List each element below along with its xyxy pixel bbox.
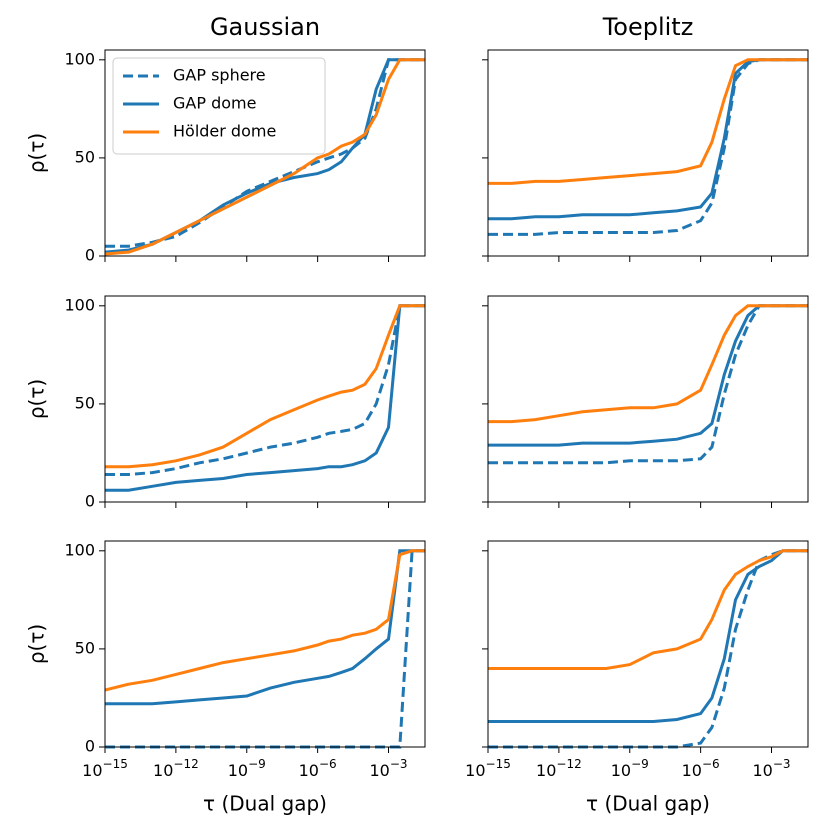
series-line <box>488 58 808 236</box>
panel <box>482 295 809 508</box>
x-tick-label: 10−12 <box>153 757 199 780</box>
series-line <box>488 58 808 221</box>
panel: 0 50 100 ρ(τ) <box>25 295 426 511</box>
panel-title: Gaussian <box>210 13 320 41</box>
panel: 0 50 100 10−15 10−12 10−9 10−6 10−3 ρ(τ) τ (Dual … <box>25 540 426 816</box>
y-tick-label: 0 <box>85 246 95 265</box>
x-axis-label: τ (Dual gap) <box>586 792 710 816</box>
series-line <box>105 304 425 469</box>
x-tick-label: 10−6 <box>682 757 720 780</box>
panel-title: Toeplitz <box>602 13 694 41</box>
x-tick-label: 10−3 <box>369 757 407 780</box>
y-axis-label: ρ(τ) <box>25 379 49 419</box>
y-tick-label: 100 <box>64 49 95 68</box>
y-tick-label: 50 <box>75 638 95 657</box>
legend-label: Hölder dome <box>173 122 276 141</box>
panel: Toeplitz <box>482 13 809 262</box>
axes-frame <box>104 49 426 257</box>
series-line <box>488 549 808 723</box>
series-line <box>105 549 425 706</box>
legend-label: GAP sphere <box>173 66 266 85</box>
series-line <box>488 304 808 447</box>
series-line <box>488 549 808 670</box>
series-line <box>488 304 808 424</box>
y-tick-label: 0 <box>85 492 95 511</box>
x-tick-label: 10−9 <box>228 757 266 780</box>
x-tick-label: 10−15 <box>82 757 128 780</box>
series-line <box>105 304 425 492</box>
panel: 10−15 10−12 10−9 10−6 10−3 τ (Dual gap) <box>465 540 809 816</box>
series-line <box>488 58 808 185</box>
y-tick-label: 100 <box>64 295 95 314</box>
y-tick-label: 50 <box>75 147 95 166</box>
axes-frame <box>487 49 809 257</box>
series-line <box>105 549 425 692</box>
x-tick-label: 10−12 <box>536 757 582 780</box>
legend-label: GAP dome <box>173 94 256 113</box>
axes-frame <box>104 540 426 748</box>
x-axis-label: τ (Dual gap) <box>203 792 327 816</box>
y-tick-label: 100 <box>64 540 95 559</box>
x-tick-label: 10−6 <box>299 757 337 780</box>
legend-box <box>112 57 326 155</box>
y-axis-label: ρ(τ) <box>25 624 49 664</box>
axes-frame <box>487 295 809 503</box>
x-tick-label: 10−9 <box>611 757 649 780</box>
x-tick-label: 10−3 <box>752 757 790 780</box>
axes-frame <box>104 295 426 503</box>
series-line <box>488 304 808 465</box>
y-tick-label: 50 <box>75 393 95 412</box>
y-axis-label: ρ(τ) <box>25 133 49 173</box>
panel: 0 50 100 Gaussian ρ(τ) GAP sphere GAP dome Höld… <box>25 13 426 265</box>
x-tick-label: 10−15 <box>465 757 511 780</box>
series-line <box>105 304 425 476</box>
series-line <box>105 58 425 256</box>
axes-frame <box>487 540 809 748</box>
series-line <box>488 549 808 749</box>
y-tick-label: 0 <box>85 737 95 756</box>
